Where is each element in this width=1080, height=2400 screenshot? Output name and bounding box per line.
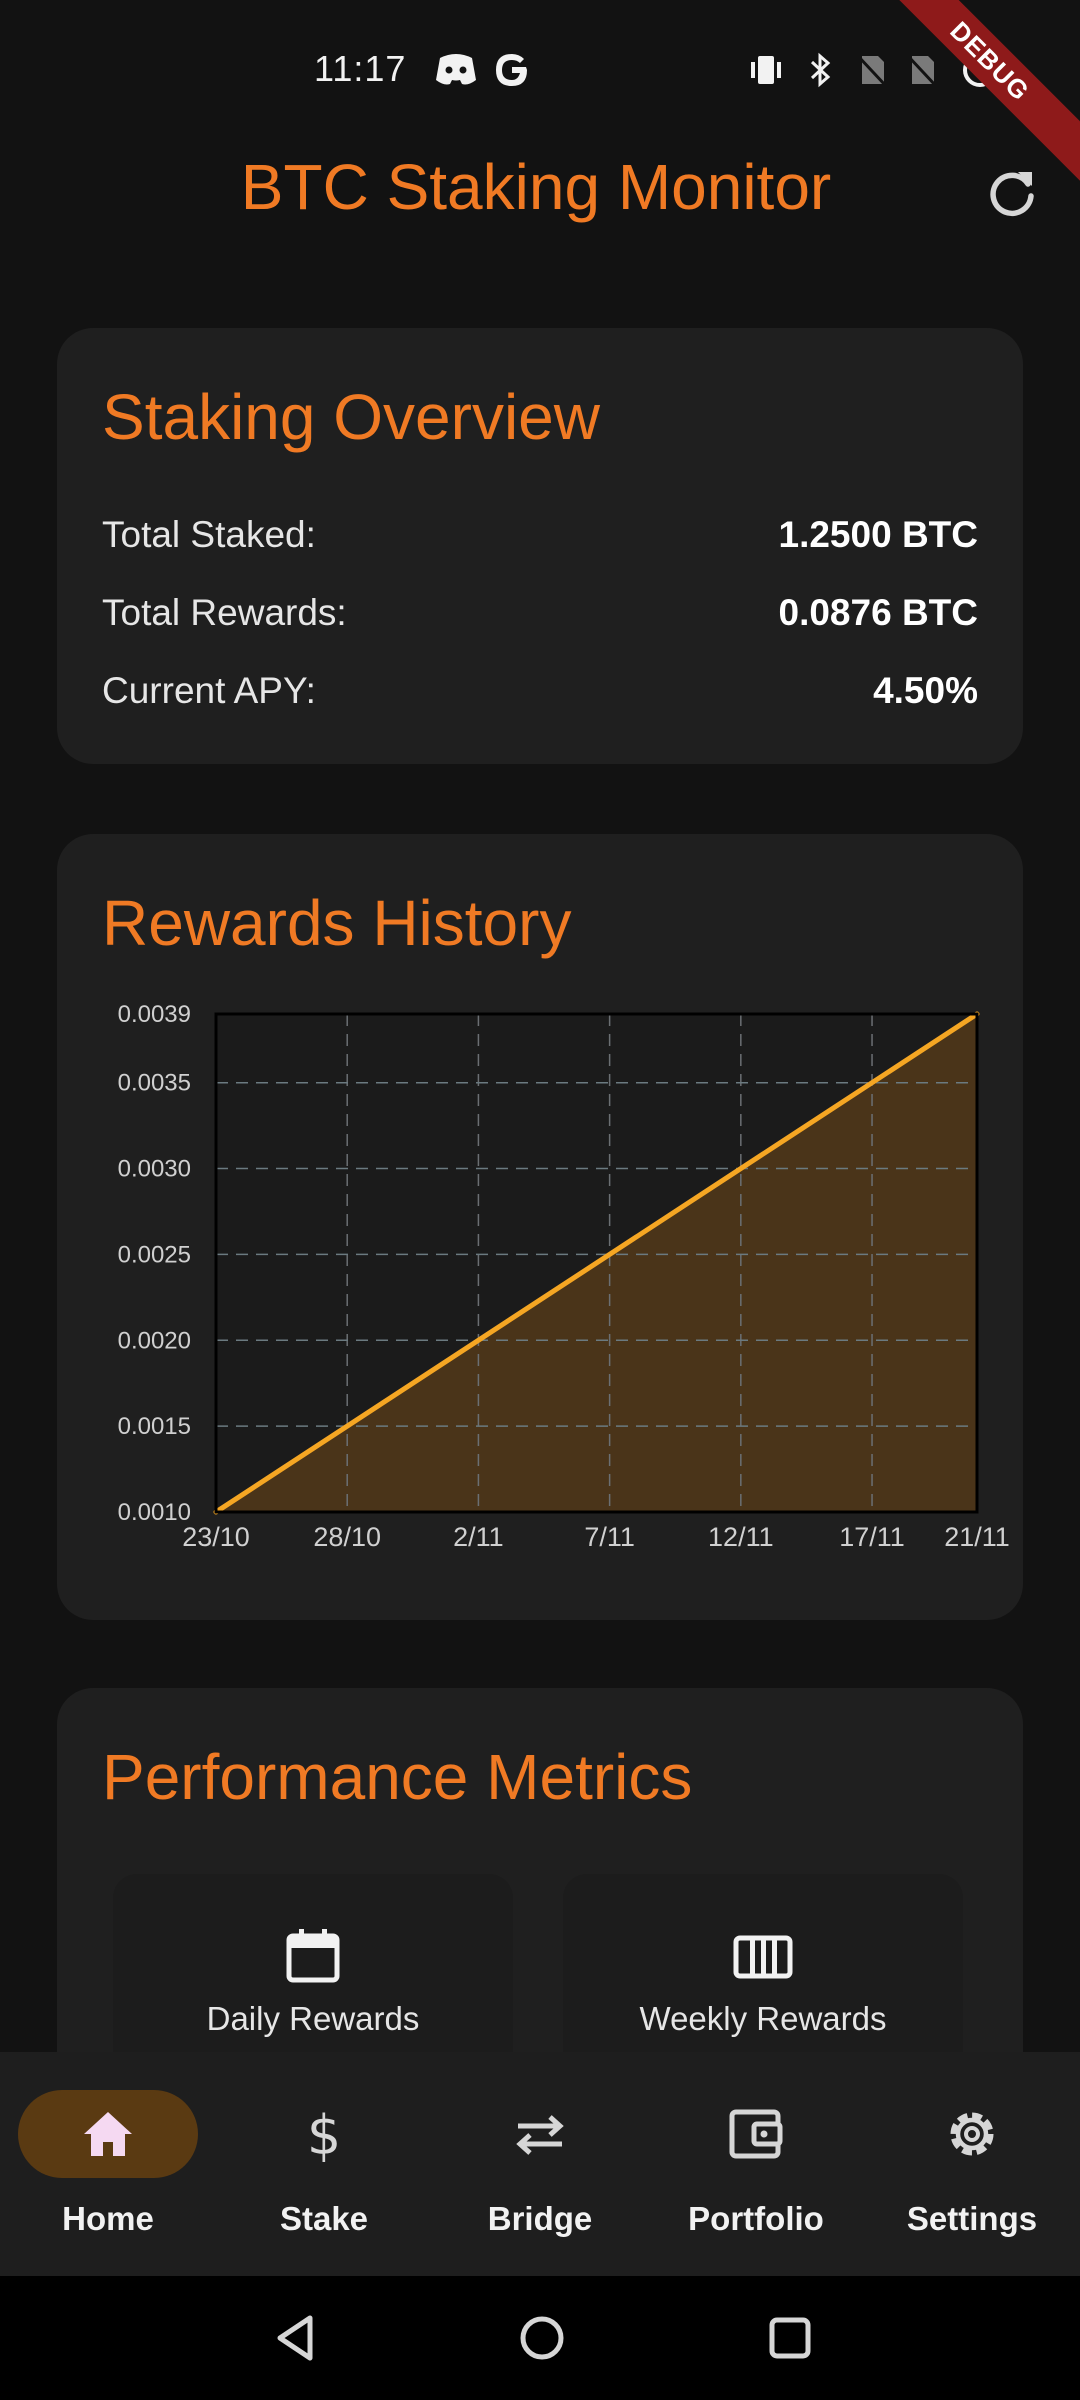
app-title: BTC Staking Monitor <box>240 151 832 223</box>
system-navigation-bar <box>0 2276 1080 2400</box>
wallet-icon <box>729 2109 783 2159</box>
status-time: 11:17 <box>314 48 407 89</box>
chart-x-tick-label: 21/11 <box>944 1522 1010 1552</box>
chart-series-line <box>213 1011 980 1515</box>
daily-rewards-label: Daily Rewards <box>206 2000 420 2037</box>
gear-icon <box>950 2112 994 2156</box>
calendar-icon <box>286 1929 340 1983</box>
chart-border <box>214 1012 979 1514</box>
nav-settings-label: Settings <box>906 2200 1038 2237</box>
rewards-history-title: Rewards History <box>102 887 572 959</box>
bottom-navigation: Home $ Stake Bridge Portfolio <box>0 2052 1080 2276</box>
back-icon[interactable] <box>266 2308 326 2368</box>
nav-bridge[interactable]: Bridge <box>432 2052 648 2276</box>
home-icon <box>84 2112 132 2156</box>
staking-overview-title: Staking Overview <box>102 381 600 453</box>
svg-text:$: $ <box>307 2104 341 2164</box>
performance-metrics-card: Performance Metrics Daily Rewards Weekly… <box>57 1688 1023 2134</box>
swap-icon <box>516 2115 564 2155</box>
chart-x-tick-label: 2/11 <box>453 1522 504 1552</box>
view-week-icon <box>733 1935 793 1979</box>
rewards-history-card: Rewards History 0.0010 0.0015 0.0020 0.0025… <box>57 834 1023 1620</box>
vibrate-icon <box>751 56 781 84</box>
refresh-icon[interactable] <box>982 164 1042 224</box>
home-circle-icon[interactable] <box>512 2308 572 2368</box>
nav-stake-label: Stake <box>279 2200 369 2237</box>
nav-portfolio[interactable]: Portfolio <box>648 2052 864 2276</box>
chart-y-tick-label: 0.0030 <box>118 1156 191 1183</box>
current-apy-label: Current APY: <box>102 670 316 711</box>
chart-y-tick-label: 0.0035 <box>118 1070 191 1097</box>
nav-stake[interactable]: $ Stake <box>216 2052 432 2276</box>
chart-y-tick-label: 0.0039 <box>118 1001 191 1028</box>
chart-x-tick-label: 23/10 <box>182 1522 250 1552</box>
current-apy-value: 4.50% <box>873 670 978 711</box>
nav-home[interactable]: Home <box>0 2052 216 2276</box>
nav-portfolio-label: Portfolio <box>688 2200 824 2237</box>
recents-icon[interactable] <box>760 2308 820 2368</box>
total-rewards-value: 0.0876 BTC <box>778 592 979 633</box>
chart-y-tick-label: 0.0020 <box>118 1327 191 1354</box>
status-bar: 11:17 DEBUG <box>0 0 1080 182</box>
chart-x-tick-label: 17/11 <box>839 1522 905 1552</box>
total-staked-label: Total Staked: <box>102 514 316 555</box>
rewards-history-chart: 0.0010 0.0015 0.0020 0.0025 0.0030 0.0035 0.00… <box>118 1001 1010 1552</box>
performance-metrics-title: Performance Metrics <box>102 1741 693 1813</box>
staking-overview-card: Staking Overview Total Staked: 1.2500 BT… <box>57 328 1023 764</box>
total-staked-value: 1.2500 BTC <box>778 514 979 555</box>
chart-x-tick-label: 12/11 <box>708 1522 774 1552</box>
chart-y-tick-label: 0.0010 <box>118 1499 191 1526</box>
no-sim-icon <box>856 54 888 88</box>
nav-settings[interactable]: Settings <box>864 2052 1080 2276</box>
bluetooth-icon <box>810 52 831 88</box>
total-rewards-label: Total Rewards: <box>102 592 347 633</box>
no-sim-icon <box>906 54 938 88</box>
dollar-icon: $ <box>307 2104 341 2164</box>
discord-icon <box>436 54 476 85</box>
chart-y-tick-label: 0.0025 <box>118 1241 191 1268</box>
chart-x-tick-label: 28/10 <box>313 1522 381 1552</box>
nav-bridge-label: Bridge <box>487 2200 593 2237</box>
chart-x-tick-label: 7/11 <box>584 1522 635 1552</box>
nav-home-label: Home <box>62 2200 154 2237</box>
google-icon <box>496 54 527 86</box>
weekly-rewards-label: Weekly Rewards <box>639 2000 887 2037</box>
chart-y-tick-label: 0.0015 <box>118 1413 191 1440</box>
